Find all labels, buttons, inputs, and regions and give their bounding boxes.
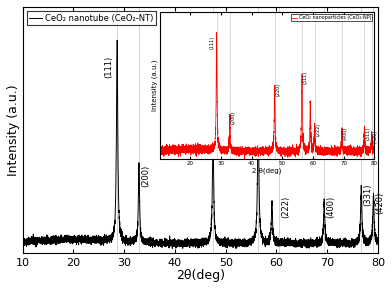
- Legend: CeO₂ nanotube (CeO₂-NT): CeO₂ nanotube (CeO₂-NT): [27, 11, 156, 25]
- CeO₂ nanotube (CeO₂-NT): [115, 38, 120, 42]
- Text: (220): (220): [215, 132, 224, 154]
- CeO₂ nanotube (CeO₂-NT): [376, 239, 380, 243]
- Text: (200): (200): [141, 165, 150, 188]
- CeO₂ nanotube (CeO₂-NT): [113, 191, 118, 194]
- Y-axis label: Intensity (a.u.): Intensity (a.u.): [7, 84, 20, 176]
- CeO₂ nanotube (CeO₂-NT): [154, 242, 159, 246]
- Text: (420): (420): [376, 191, 385, 214]
- CeO₂ nanotube (CeO₂-NT): [192, 243, 197, 246]
- Text: (311): (311): [260, 103, 269, 126]
- X-axis label: 2θ(deg): 2θ(deg): [176, 269, 225, 282]
- CeO₂ nanotube (CeO₂-NT): [170, 247, 175, 250]
- Line: CeO₂ nanotube (CeO₂-NT): CeO₂ nanotube (CeO₂-NT): [23, 40, 378, 249]
- CeO₂ nanotube (CeO₂-NT): [162, 243, 166, 247]
- Text: (111): (111): [104, 56, 113, 78]
- CeO₂ nanotube (CeO₂-NT): [20, 239, 25, 243]
- CeO₂ nanotube (CeO₂-NT): [39, 239, 44, 242]
- CeO₂ nanotube (CeO₂-NT): [261, 238, 265, 241]
- Text: (331): (331): [363, 184, 372, 206]
- Text: (400): (400): [326, 196, 335, 218]
- Text: (222): (222): [281, 196, 290, 218]
